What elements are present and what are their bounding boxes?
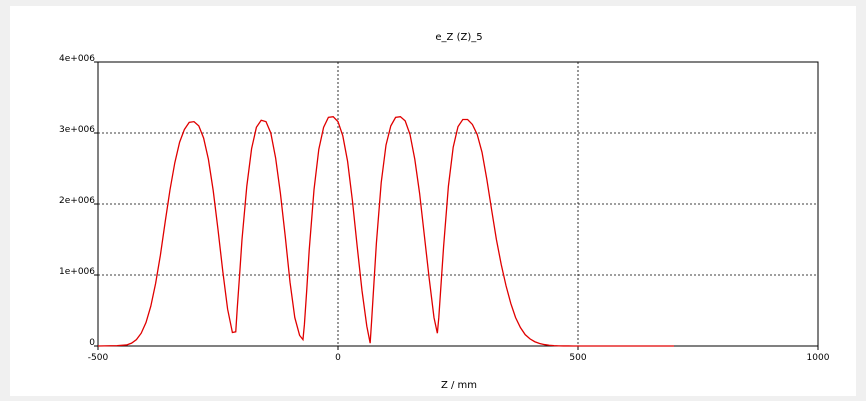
series-line <box>97 115 674 347</box>
x-tick-label: 0 <box>335 353 341 363</box>
y-tick-label: 0 <box>89 338 95 348</box>
y-tick-label: 3e+006 <box>59 125 95 135</box>
x-axis-ticks: -500 0 500 1000 <box>88 346 830 363</box>
chart-panel: e_Z (Z)_5 -500 0 500 1000 0 1e+006 2e+006 3e+0… <box>10 6 856 396</box>
grid-lines <box>98 62 818 346</box>
y-tick-label: 4e+006 <box>59 54 95 64</box>
x-tick-label: -500 <box>88 353 109 363</box>
chart-title: e_Z (Z)_5 <box>435 32 482 43</box>
y-tick-label: 1e+006 <box>59 267 95 277</box>
x-axis-label: Z / mm <box>441 380 477 391</box>
x-tick-label: 500 <box>569 353 586 363</box>
y-axis-ticks: 0 1e+006 2e+006 3e+006 4e+006 <box>59 54 98 348</box>
x-tick-label: 1000 <box>807 353 830 363</box>
y-tick-label: 2e+006 <box>59 196 95 206</box>
line-chart: e_Z (Z)_5 -500 0 500 1000 0 1e+006 2e+006 3e+0… <box>59 32 830 391</box>
